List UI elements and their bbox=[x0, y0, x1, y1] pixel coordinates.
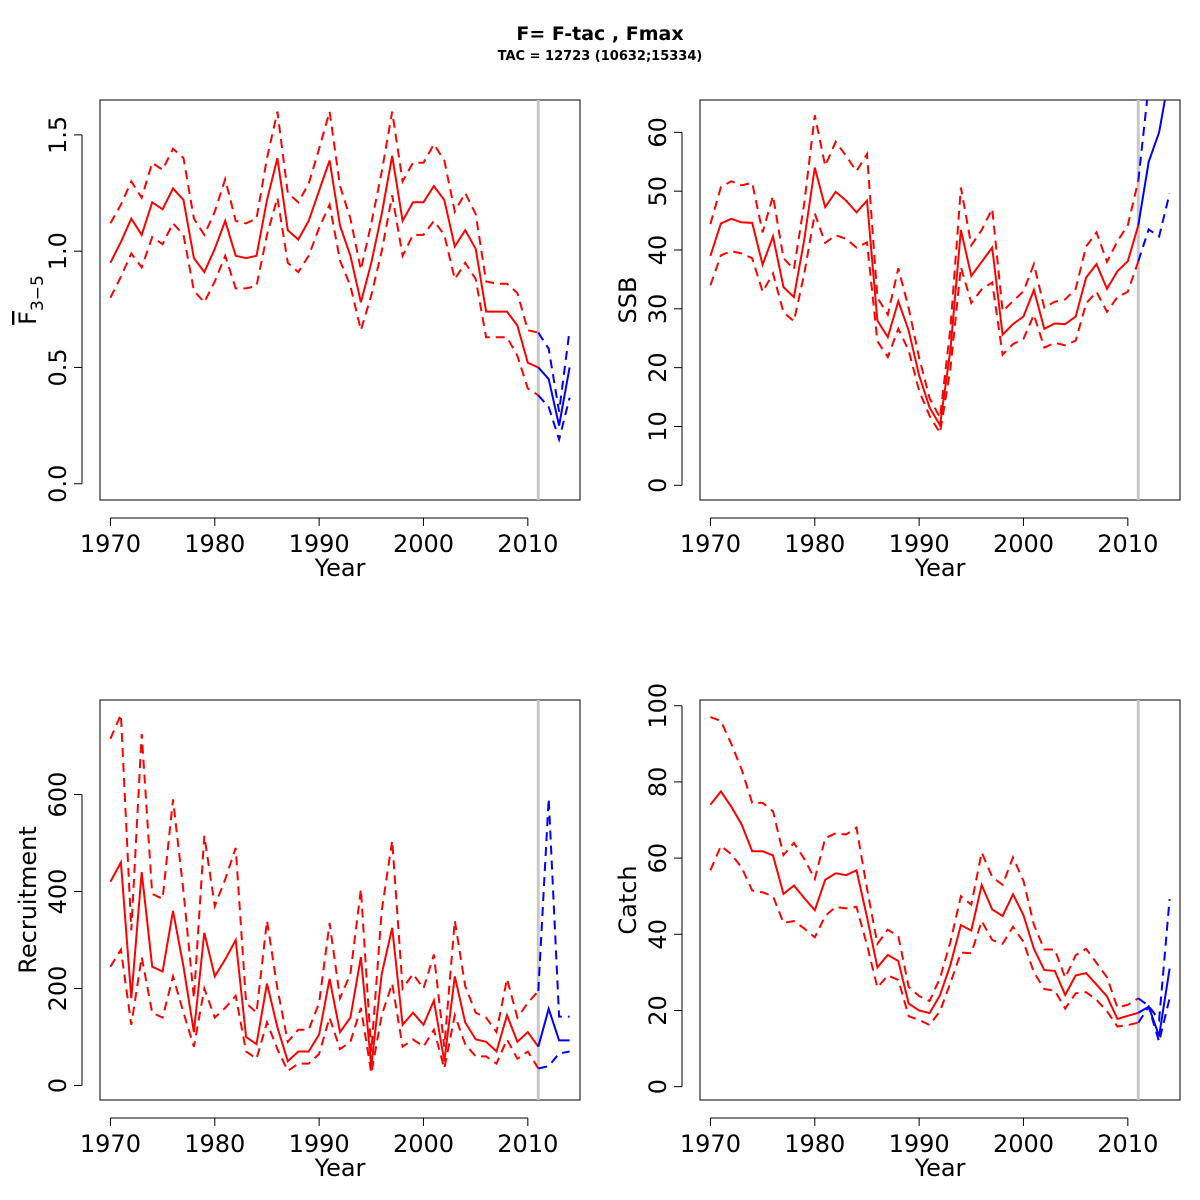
y-tick-label: 10 bbox=[644, 411, 672, 442]
x-axis-title: Year bbox=[914, 554, 966, 582]
y-tick-label: 0.5 bbox=[44, 348, 72, 386]
x-axis-title: Year bbox=[914, 1154, 966, 1182]
projection-line-estimate bbox=[1137, 100, 1166, 226]
x-tick-label: 2010 bbox=[497, 530, 558, 558]
x-tick-label: 1980 bbox=[784, 530, 845, 558]
y-tick-label: 20 bbox=[644, 352, 672, 383]
y-tick-label: 200 bbox=[44, 966, 72, 1012]
y-tick-label: 40 bbox=[644, 235, 672, 266]
projection-line-upper bbox=[1137, 100, 1149, 181]
y-axis-title-main: SSB bbox=[614, 277, 642, 324]
plot-frame bbox=[99, 99, 581, 501]
y-axis-title: Recruitment bbox=[14, 826, 42, 973]
projection-line-estimate bbox=[537, 366, 571, 426]
series-line-lower bbox=[109, 946, 540, 1074]
plot-frame bbox=[699, 99, 1181, 501]
x-tick-label: 1980 bbox=[184, 1130, 245, 1158]
y-tick-label: 30 bbox=[644, 294, 672, 325]
plot-area bbox=[109, 111, 571, 444]
projection-line-upper bbox=[1137, 898, 1171, 1023]
series-line-upper bbox=[109, 111, 539, 334]
panel-fbar: 1970 1980 1990 2000 2010 0.0 0.5 1.0 1.5 Year F3−5 bbox=[14, 99, 581, 582]
figure-title: F= F-tac , Fmax bbox=[516, 23, 683, 45]
x-tick-label: 1970 bbox=[80, 1130, 141, 1158]
series-line-upper bbox=[710, 716, 1139, 1009]
y-tick-label: 0.0 bbox=[44, 465, 72, 503]
x-tick-label: 2000 bbox=[393, 530, 454, 558]
series-line-lower bbox=[709, 844, 1139, 1028]
series-line-estimate bbox=[109, 155, 539, 369]
series-line-estimate bbox=[109, 858, 540, 1067]
figure-subtitle: TAC = 12723 (10632;15334) bbox=[498, 49, 703, 64]
x-axis-title: Year bbox=[314, 554, 366, 582]
projection-line-estimate bbox=[537, 1005, 570, 1047]
x-tick-label: 1980 bbox=[184, 530, 245, 558]
y-tick-label: 60 bbox=[644, 843, 672, 874]
x-tick-label: 2000 bbox=[393, 1130, 454, 1158]
plot-area bbox=[109, 714, 570, 1074]
y-tick-label: 20 bbox=[644, 995, 672, 1026]
y-tick-label: 40 bbox=[644, 919, 672, 950]
x-tick-label: 1970 bbox=[80, 530, 141, 558]
x-tick-label: 1990 bbox=[889, 530, 950, 558]
x-tick-label: 1980 bbox=[784, 1130, 845, 1158]
y-axis-title: Catch bbox=[614, 865, 642, 934]
plot-frame bbox=[99, 699, 581, 1101]
x-tick-label: 2000 bbox=[993, 530, 1054, 558]
projection-line-upper bbox=[537, 798, 570, 1018]
y-tick-label: 60 bbox=[644, 117, 672, 148]
y-tick-label: 0 bbox=[44, 1078, 72, 1093]
series-line-estimate bbox=[709, 789, 1139, 1021]
y-axis-title-main: F bbox=[14, 311, 42, 325]
y-tick-label: 80 bbox=[644, 767, 672, 798]
projection-line-lower bbox=[1137, 193, 1171, 262]
y-tick-label: 50 bbox=[644, 176, 672, 207]
y-axis-title-subscript: 3−5 bbox=[28, 275, 48, 311]
series-line-upper bbox=[709, 115, 1140, 421]
y-tick-label: 0 bbox=[644, 1079, 672, 1094]
projection-line-upper bbox=[537, 330, 571, 412]
x-tick-label: 2000 bbox=[993, 1130, 1054, 1158]
plot-frame bbox=[699, 699, 1181, 1101]
x-tick-label: 2010 bbox=[1097, 530, 1158, 558]
series-line-upper bbox=[109, 714, 540, 1052]
series-line-lower bbox=[109, 195, 539, 397]
projection-line-lower bbox=[538, 1050, 570, 1070]
y-tick-label: 0 bbox=[644, 478, 672, 493]
y-axis-title: SSB bbox=[614, 277, 642, 324]
y-tick-label: 100 bbox=[644, 683, 672, 729]
panel-ssb: 1970 1980 1990 2000 2010 0 10 20 30 40 50 60 Year SSB bbox=[614, 99, 1181, 582]
y-axis-title-main: Catch bbox=[614, 865, 642, 934]
series-line-lower bbox=[709, 209, 1140, 436]
x-tick-label: 1970 bbox=[680, 530, 741, 558]
x-tick-label: 1970 bbox=[680, 1130, 741, 1158]
plot-area bbox=[709, 716, 1171, 1046]
panel-catch: 1970 1980 1990 2000 2010 0 20 40 60 80 100 Year Catc… bbox=[614, 683, 1181, 1182]
y-tick-label: 400 bbox=[44, 869, 72, 915]
x-axis-title: Year bbox=[314, 1154, 366, 1182]
x-tick-label: 1990 bbox=[289, 1130, 350, 1158]
panel-recruitment: 1970 1980 1990 2000 2010 0 200 400 600 Year Recrui… bbox=[14, 699, 581, 1182]
series-line-estimate bbox=[709, 167, 1140, 429]
y-tick-label: 1.5 bbox=[44, 116, 72, 154]
y-tick-label: 1.0 bbox=[44, 232, 72, 270]
projection-line-lower bbox=[1137, 998, 1171, 1046]
y-tick-label: 600 bbox=[44, 772, 72, 818]
plot-area bbox=[709, 100, 1171, 436]
x-tick-label: 2010 bbox=[497, 1130, 558, 1158]
y-axis-title: F3−5 bbox=[14, 275, 48, 325]
x-tick-label: 2010 bbox=[1097, 1130, 1158, 1158]
x-tick-label: 1990 bbox=[289, 530, 350, 558]
x-tick-label: 1990 bbox=[889, 1130, 950, 1158]
projection-line-lower bbox=[537, 394, 571, 444]
y-axis-title-main: Recruitment bbox=[14, 826, 42, 973]
